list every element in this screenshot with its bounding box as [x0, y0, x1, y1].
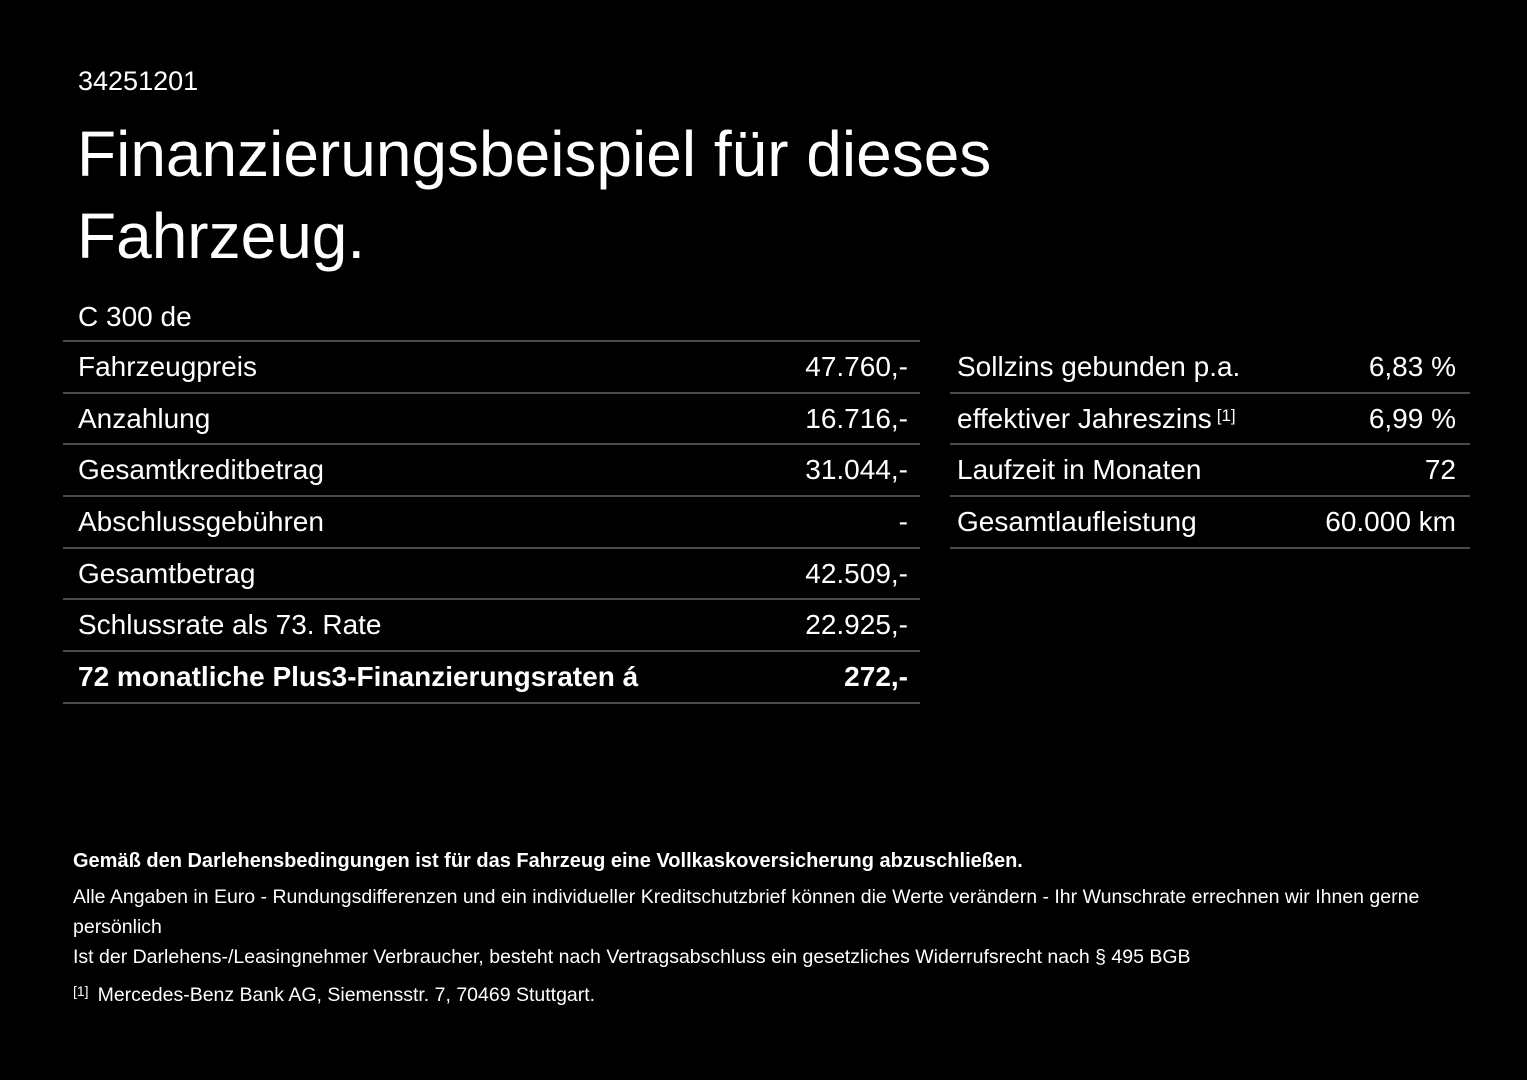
finance-value: 22.925,-	[805, 609, 908, 641]
condition-value: 72	[1424, 454, 1456, 486]
page-title-line2: Fahrzeug.	[77, 200, 366, 272]
footnote: [1] Mercedes-Benz Bank AG, Siemensstr. 7,…	[73, 983, 1473, 1007]
footer: Gemäß den Darlehensbedingungen ist für d…	[73, 849, 1473, 1007]
condition-row: Gesamtlaufleistung 60.000 km	[950, 497, 1470, 549]
footnote-marker: [1]	[73, 983, 89, 999]
disclaimer-line-2: Ist der Darlehens-/Leasingnehmer Verbrau…	[73, 946, 1191, 968]
finance-label: Gesamtbetrag	[78, 557, 256, 589]
tables-container: Fahrzeugpreis 47.760,- Anzahlung 16.716,- Ge…	[63, 340, 1470, 704]
finance-label: Abschlussgebühren	[78, 505, 324, 537]
finance-row: Gesamtkreditbetrag 31.044,-	[63, 445, 920, 498]
finance-row: Anzahlung 16.716,-	[63, 394, 920, 446]
finance-row: Schlussrate als 73. Rate 22.925,-	[63, 600, 920, 653]
finance-row: Gesamtbetrag 42.509,-	[63, 549, 920, 601]
finance-table: Fahrzeugpreis 47.760,- Anzahlung 16.716,- Ge…	[63, 340, 920, 704]
doc-number: 34251201	[78, 66, 199, 96]
insurance-note: Gemäß den Darlehensbedingungen ist für d…	[73, 850, 1023, 872]
footnote-text: Mercedes-Benz Bank AG, Siemensstr. 7, 70…	[97, 984, 596, 1006]
finance-label: Schlussrate als 73. Rate	[78, 609, 382, 641]
condition-row: effektiver Jahreszins [1] 6,99 %	[950, 394, 1470, 446]
finance-value: 47.760,-	[805, 350, 908, 382]
condition-label: Sollzins gebunden p.a.	[957, 350, 1241, 382]
finance-label: Anzahlung	[78, 402, 211, 434]
finance-value: -	[898, 505, 908, 537]
finance-row: Abschlussgebühren -	[63, 497, 920, 549]
conditions-table: Sollzins gebunden p.a. 6,83 % effektiver J…	[950, 342, 1470, 549]
finance-label: Fahrzeugpreis	[78, 350, 257, 382]
condition-value: 6,83 %	[1368, 350, 1456, 382]
disclaimer-line-1: Alle Angaben in Euro - Rundungsdifferenz…	[73, 886, 1420, 938]
finance-value: 272,-	[844, 660, 908, 692]
finance-value: 16.716,-	[805, 402, 908, 434]
finance-value: 31.044,-	[805, 454, 908, 486]
condition-value: 6,99 %	[1368, 402, 1456, 434]
finance-row: 72 monatliche Plus3-Finanzierungsraten á…	[63, 652, 920, 704]
page-title-line1: Finanzierungsbeispiel für dieses	[77, 118, 992, 190]
condition-label: Gesamtlaufleistung	[957, 505, 1197, 537]
finance-label: Gesamtkreditbetrag	[78, 454, 324, 486]
footnote-ref: [1]	[1216, 405, 1236, 425]
condition-row: Sollzins gebunden p.a. 6,83 %	[950, 342, 1470, 394]
condition-label: effektiver Jahreszins [1]	[957, 402, 1236, 434]
page-title: Finanzierungsbeispiel für dieses Fahrzeug…	[77, 113, 991, 277]
condition-label: Laufzeit in Monaten	[957, 454, 1202, 486]
condition-row: Laufzeit in Monaten 72	[950, 445, 1470, 498]
finance-row: Fahrzeugpreis 47.760,-	[63, 342, 920, 394]
model-name: C 300 de	[78, 301, 192, 332]
finance-value: 42.509,-	[805, 557, 908, 589]
condition-value: 60.000 km	[1325, 505, 1456, 537]
finance-label: 72 monatliche Plus3-Finanzierungsraten á	[78, 660, 639, 692]
